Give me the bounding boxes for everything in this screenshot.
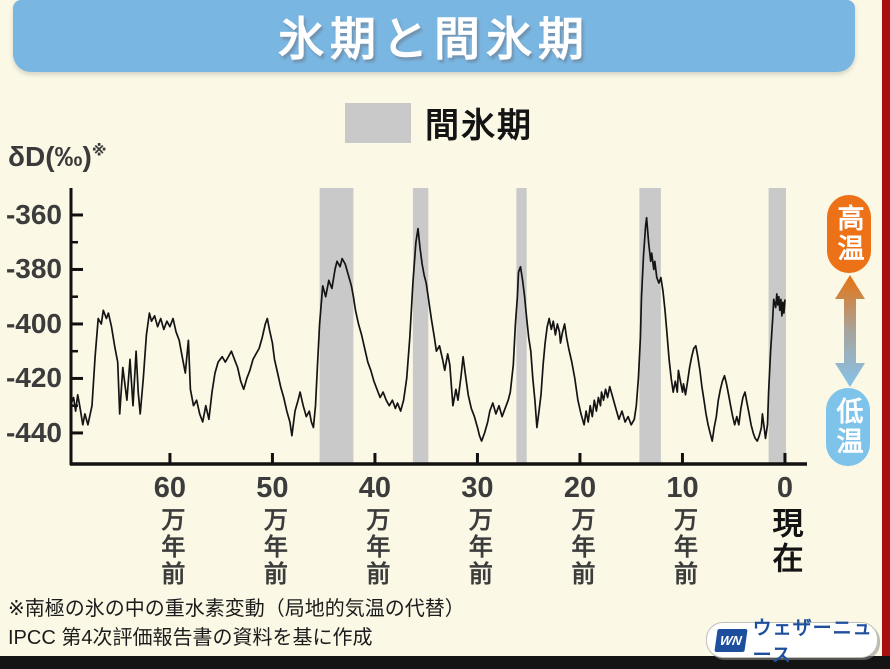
x-tick-label: 50 万年前	[256, 472, 289, 589]
low-temp-badge: 低温	[826, 388, 870, 466]
brand-name: ウェザーニュース	[752, 618, 873, 666]
y-tick-label: -440	[5, 416, 62, 448]
x-tick-value: 0	[776, 472, 794, 504]
x-tick-unit: 万年前	[669, 507, 697, 588]
y-tick-label: -420	[5, 362, 62, 394]
x-tick-value: 10	[666, 472, 699, 504]
x-tick-unit: 万年前	[156, 507, 184, 588]
title-bar: 氷期と間氷期	[13, 0, 855, 72]
y-tick-label: -400	[5, 307, 62, 339]
source-note: ※南極の氷の中の重水素変動（局地的気温の代替） IPCC 第4次評価報告書の資料…	[8, 595, 465, 653]
interglacial-swatch	[345, 102, 411, 143]
x-tick-label: 20 万年前	[563, 472, 597, 589]
right-edge-strip	[882, 0, 890, 656]
interglacial-band	[639, 188, 661, 464]
footnote-marker-icon: ※	[91, 142, 107, 160]
x-tick-value: 20	[563, 472, 597, 504]
interglacial-band	[516, 188, 527, 464]
x-tick-unit-present: 現在	[767, 507, 803, 577]
wn-logo-icon: WN	[714, 628, 748, 652]
weathernews-logo: WN ウェザーニュース	[706, 618, 878, 666]
x-tick-label: 60 万年前	[153, 472, 187, 589]
high-temp-badge: 高温	[827, 195, 871, 273]
x-tick-label: 40 万年前	[358, 472, 392, 589]
source-note-line2: IPCC 第4次評価報告書の資料を基に作成	[8, 627, 373, 649]
x-tick-unit: 万年前	[566, 507, 594, 588]
x-tick-label: 0 現在	[767, 472, 803, 578]
legend: 間氷期	[345, 98, 533, 147]
legend-label: 間氷期	[425, 107, 533, 145]
page-title: 氷期と間氷期	[278, 13, 590, 65]
interglacial-band	[319, 188, 354, 464]
x-tick-unit: 万年前	[259, 507, 287, 588]
y-tick-label: -380	[5, 253, 62, 285]
x-tick-label: 10 万年前	[666, 472, 699, 589]
x-tick-value: 30	[461, 472, 494, 504]
bottom-black-bar	[0, 656, 890, 669]
x-tick-unit: 万年前	[361, 507, 389, 588]
delta-d-line	[70, 216, 786, 442]
interglacial-band	[412, 188, 429, 464]
y-axis-title: δD(‰)※	[8, 141, 106, 173]
x-tick-unit: 万年前	[464, 507, 492, 588]
x-tick-value: 40	[358, 472, 392, 504]
interglacial-band	[768, 188, 786, 464]
temperature-arrow-icon	[835, 275, 865, 387]
y-axis-unit: δD(‰)	[8, 141, 92, 172]
x-tick-value: 60	[153, 472, 187, 504]
source-note-line1: ※南極の氷の中の重水素変動（局地的気温の代替）	[8, 598, 465, 620]
x-tick-label: 30 万年前	[461, 472, 494, 589]
x-tick-value: 50	[256, 472, 289, 504]
y-tick-label: -360	[5, 198, 62, 230]
